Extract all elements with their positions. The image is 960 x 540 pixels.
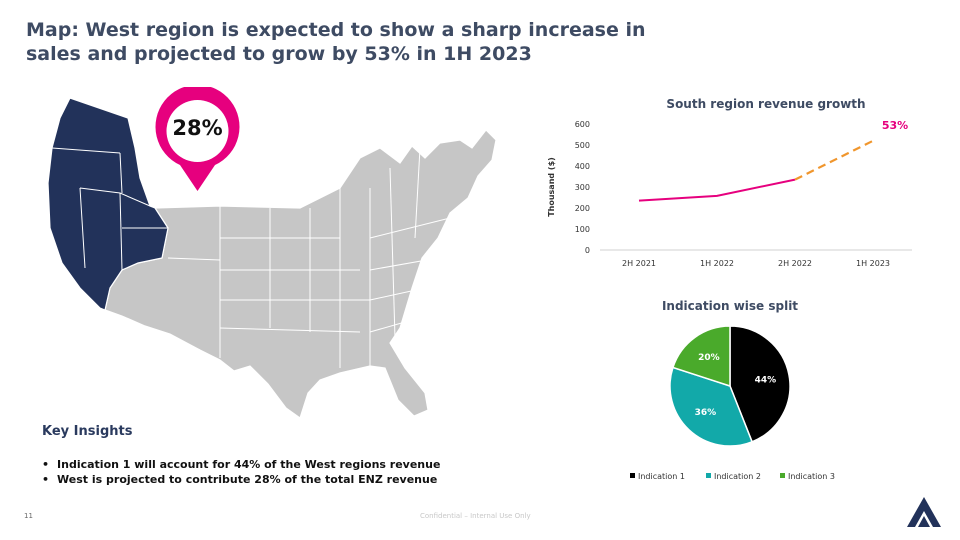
pie-data-label: 36% xyxy=(695,408,717,418)
x-tick-label: 1H 2022 xyxy=(700,259,734,268)
projected-series-line xyxy=(794,139,874,181)
y-tick-label: 600 xyxy=(575,120,590,129)
y-tick-label: 400 xyxy=(575,162,590,171)
map-pin-icon xyxy=(150,84,245,197)
x-tick-label: 1H 2023 xyxy=(856,259,890,268)
state-borders xyxy=(159,147,451,368)
y-tick-label: 100 xyxy=(575,225,590,234)
pie-chart: Indication wise split 44% 36% 20% Indication… xyxy=(590,290,890,490)
pie-slice xyxy=(729,325,791,443)
pie-data-label: 20% xyxy=(698,353,720,363)
line-chart-ylabel: Thousand ($) xyxy=(547,157,556,217)
pie-chart-title: Indication wise split xyxy=(662,299,798,313)
legend-swatch xyxy=(780,473,785,478)
pie-data-label: 44% xyxy=(755,375,777,385)
footer-note: Confidential – Internal Use Only xyxy=(420,512,531,520)
legend-swatch xyxy=(706,473,711,478)
y-tick-label: 0 xyxy=(585,246,590,255)
pie-slice xyxy=(671,325,731,388)
actual-series-line xyxy=(638,178,796,202)
other-states-shape xyxy=(104,129,497,419)
legend-label: Indication 2 xyxy=(714,472,761,481)
company-logo-icon xyxy=(906,496,942,528)
x-tick-label: 2H 2021 xyxy=(622,259,656,268)
y-tick-label: 500 xyxy=(575,141,590,150)
slide-title: Map: West region is expected to show a s… xyxy=(26,19,646,65)
growth-annotation: 53% xyxy=(882,119,908,132)
us-map xyxy=(40,88,520,428)
pie-slice xyxy=(669,366,754,447)
map-pin-value: 28% xyxy=(172,116,223,140)
page-number: 11 xyxy=(24,512,33,520)
y-tick-label: 300 xyxy=(575,183,590,192)
legend-label: Indication 3 xyxy=(788,472,835,481)
legend-swatch xyxy=(630,473,635,478)
x-tick-label: 2H 2022 xyxy=(778,259,812,268)
insights-list: Indication 1 will account for 44% of the… xyxy=(42,458,440,488)
insight-item: Indication 1 will account for 44% of the… xyxy=(42,458,440,471)
line-chart-title: South region revenue growth xyxy=(666,97,865,111)
line-chart: South region revenue growth Thousand ($) 0… xyxy=(540,92,940,282)
west-region-shape xyxy=(47,97,169,311)
y-tick-label: 200 xyxy=(575,204,590,213)
legend-label: Indication 1 xyxy=(638,472,685,481)
key-insights-heading: Key Insights xyxy=(42,424,133,439)
west-state-borders xyxy=(51,147,168,271)
insight-item: West is projected to contribute 28% of t… xyxy=(42,473,440,486)
